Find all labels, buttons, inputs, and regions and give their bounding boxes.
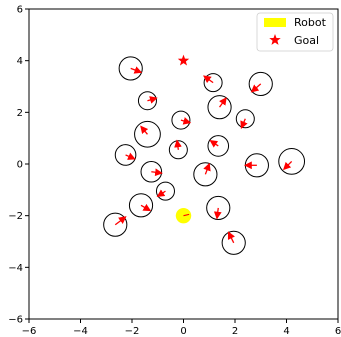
obstacle-circle	[128, 193, 154, 218]
obstacle-velocity-arrow	[203, 162, 211, 175]
obstacle-circle	[103, 212, 128, 237]
x-tick-label: 6	[335, 326, 341, 337]
x-axis: −6 −4 −2 0 2 4 6	[22, 319, 341, 337]
obstacle-velocity-arrow	[209, 140, 219, 148]
legend: Robot Goal	[256, 12, 334, 52]
obstacle-velocity-arrow	[140, 203, 152, 212]
legend-robot-label: Robot	[294, 16, 327, 29]
obstacle-velocity-arrow	[147, 96, 158, 104]
obstacle-circle	[118, 56, 143, 81]
legend-goal-star-icon	[269, 34, 281, 45]
obstacle-velocity-arrow	[219, 97, 227, 108]
y-tick-label: 0	[17, 160, 23, 171]
obstacle-velocity-arrow	[156, 189, 166, 198]
obstacle-circle	[193, 162, 218, 187]
obstacle-circle	[114, 144, 137, 166]
legend-goal-label: Goal	[294, 34, 319, 47]
y-axis: −6 −4 −2 0 2 4 6	[8, 5, 29, 326]
obstacle-velocity-arrow	[227, 231, 235, 244]
y-tick-label: −4	[8, 263, 23, 274]
x-tick-label: −2	[125, 326, 140, 337]
obstacle-velocity-arrow	[203, 75, 214, 84]
x-tick-label: 4	[283, 326, 289, 337]
obstacle-velocity-arrow	[283, 160, 293, 171]
x-tick-label: −4	[73, 326, 88, 337]
obstacle-circle	[248, 71, 273, 97]
obstacle-velocity-arrow	[140, 125, 149, 135]
obstacle-circle	[278, 148, 306, 175]
x-tick-label: −6	[22, 326, 37, 337]
legend-robot-swatch	[264, 18, 286, 27]
obstacle-velocity-arrow	[180, 117, 192, 125]
obstacle-circle	[155, 181, 175, 201]
y-tick-label: −2	[8, 211, 23, 222]
goal-star-marker	[177, 54, 190, 66]
x-tick-label: 2	[232, 326, 238, 337]
y-tick-label: 6	[17, 5, 23, 16]
obstacle-velocity-arrow	[114, 216, 127, 226]
obstacle-circle	[207, 135, 230, 157]
plot-marks	[103, 54, 306, 255]
obstacle-circle	[134, 120, 161, 148]
robot-heading-arrow	[183, 213, 190, 217]
y-tick-label: 2	[17, 108, 23, 119]
obstacle-velocity-arrow	[250, 83, 262, 93]
obstacle-velocity-arrow	[151, 168, 163, 177]
x-tick-label: 0	[180, 326, 186, 337]
obstacle-velocity-arrow	[240, 118, 248, 130]
obstacle-circle	[207, 95, 232, 120]
obstacle-circle	[221, 230, 246, 255]
obstacle-velocity-arrow	[125, 152, 136, 160]
obstacle-velocity-arrow	[174, 139, 182, 150]
obstacle-velocity-arrow	[213, 207, 222, 220]
obstacle-velocity-arrow	[130, 66, 143, 74]
y-tick-label: −6	[8, 315, 23, 326]
y-tick-label: 4	[17, 56, 23, 67]
